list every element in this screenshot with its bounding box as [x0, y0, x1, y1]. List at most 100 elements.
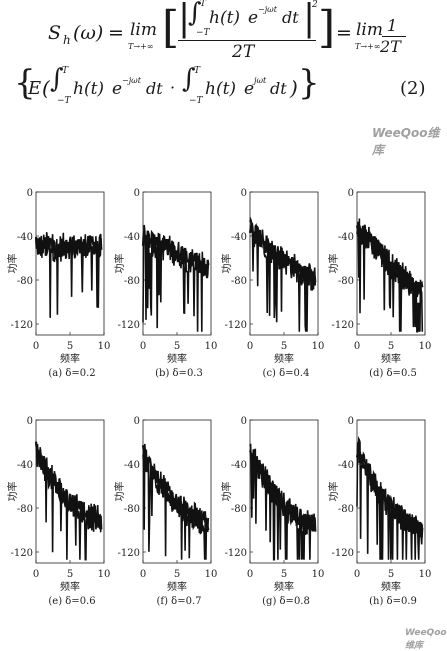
- panel-caption: (b) δ=0.3: [155, 368, 203, 379]
- y-tick-label: 0: [348, 188, 354, 199]
- y-tick-label: -80: [231, 504, 247, 515]
- y-tick-label: -120: [332, 548, 354, 559]
- spectrum-band: [248, 449, 317, 533]
- y-tick-label: -40: [17, 460, 33, 471]
- x-tick-label: 10: [205, 341, 218, 352]
- y-axis-label: 功率: [220, 482, 233, 502]
- right-brace: }: [298, 63, 320, 103]
- panel-caption: (f) δ=0.7: [157, 596, 202, 607]
- y-tick-label: -80: [17, 276, 33, 287]
- x-tick-label: 0: [354, 569, 360, 580]
- panel-caption: (g) δ=0.8: [262, 596, 310, 607]
- y-tick-label: -40: [124, 232, 140, 243]
- line2-paren-r: ): [290, 76, 298, 100]
- y-tick-label: -40: [124, 460, 140, 471]
- line2-paren-l: (: [42, 76, 50, 100]
- panel-caption: (a) δ=0.2: [48, 368, 95, 379]
- integrand-3: h(t): [205, 79, 237, 99]
- x-axis-label: 频率: [60, 352, 80, 365]
- y-axis-label: 功率: [113, 254, 126, 274]
- spectrum-band: [355, 442, 424, 538]
- left-brace: {: [14, 63, 36, 103]
- y-tick-label: 0: [27, 188, 33, 199]
- y-tick-label: 0: [348, 416, 354, 427]
- dt-3: dt: [270, 79, 287, 98]
- dt-2: dt: [146, 79, 163, 98]
- watermark-top-text: WeeQoo维库: [372, 126, 440, 157]
- equation-number: (2): [400, 78, 426, 99]
- plot-frame: [249, 419, 319, 564]
- y-axis-label: 功率: [6, 254, 19, 274]
- dt-1: dt: [282, 8, 299, 27]
- panel-caption: (c) δ=0.4: [263, 368, 310, 379]
- exp-1: e: [248, 8, 259, 28]
- plot-frame: [35, 191, 105, 336]
- exp-power-2: −jωt: [122, 76, 141, 85]
- int-lower-2: −T: [57, 96, 71, 106]
- y-tick-label: -80: [231, 276, 247, 287]
- y-axis-label: 功率: [327, 482, 340, 502]
- x-tick-label: 5: [67, 341, 73, 352]
- x-tick-label: 10: [205, 569, 218, 580]
- exp-power-1: −jωt: [258, 5, 277, 14]
- y-axis-label: 功率: [220, 254, 233, 274]
- y-tick-label: -40: [338, 232, 354, 243]
- spectrum-band: [34, 235, 103, 262]
- y-tick-label: -40: [231, 460, 247, 471]
- int-upper-3: T: [194, 66, 201, 76]
- dot: ·: [170, 78, 176, 97]
- y-tick-label: -80: [124, 504, 140, 515]
- y-axis-label: 功率: [6, 482, 19, 502]
- x-tick-label: 0: [33, 341, 39, 352]
- y-tick-label: 0: [27, 416, 33, 427]
- panel-caption: (d) δ=0.5: [369, 368, 417, 379]
- x-axis-label: 频率: [274, 580, 294, 593]
- spectrum-band: [141, 445, 210, 531]
- denominator-1: 2T: [232, 42, 255, 62]
- fraction-bar-1: [178, 40, 316, 41]
- panel-caption: (h) δ=0.9: [369, 596, 417, 607]
- eq-equals-2: =: [336, 22, 352, 44]
- eq-lim-sub-2: T→+∞: [355, 42, 381, 51]
- eq-lim-sub-1: T→+∞: [128, 42, 154, 51]
- y-tick-label: -40: [338, 460, 354, 471]
- eq-lim-1: lim: [130, 20, 157, 40]
- x-tick-label: 5: [174, 341, 180, 352]
- spectrum-band: [34, 441, 103, 531]
- y-axis-label: 功率: [113, 482, 126, 502]
- x-tick-label: 0: [247, 569, 253, 580]
- plot-frame: [142, 419, 212, 564]
- y-tick-label: -120: [11, 320, 33, 331]
- y-tick-label: -120: [225, 320, 247, 331]
- x-tick-label: 0: [140, 569, 146, 580]
- integral-sign-2: ∫: [50, 64, 64, 94]
- y-tick-label: -80: [17, 504, 33, 515]
- left-bracket: [: [162, 2, 180, 53]
- x-tick-label: 10: [98, 341, 111, 352]
- eq-lhs-sub: h: [63, 33, 71, 47]
- x-tick-label: 5: [281, 341, 287, 352]
- y-tick-label: -120: [118, 320, 140, 331]
- x-tick-label: 5: [281, 569, 287, 580]
- y-tick-label: -120: [332, 320, 354, 331]
- x-axis-label: 频率: [167, 352, 187, 365]
- spectrum-band: [248, 222, 317, 287]
- y-tick-label: -120: [225, 548, 247, 559]
- right-bracket: ]: [318, 2, 336, 53]
- int-upper-1: T: [200, 0, 207, 9]
- y-tick-label: 0: [241, 416, 247, 427]
- y-tick-label: 0: [134, 188, 140, 199]
- y-tick-label: 0: [134, 416, 140, 427]
- square: 2: [312, 0, 318, 10]
- integral-sign-1: ∫: [188, 0, 202, 28]
- x-tick-label: 0: [354, 341, 360, 352]
- eq-equals-1: =: [108, 22, 124, 44]
- x-axis-label: 频率: [167, 580, 187, 593]
